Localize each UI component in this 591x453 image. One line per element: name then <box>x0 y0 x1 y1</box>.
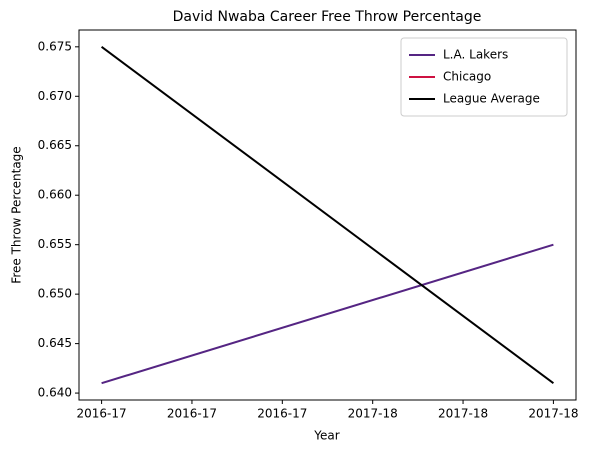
legend-box <box>400 37 568 117</box>
y-tick-label: 0.670 <box>38 89 72 103</box>
legend-label: L.A. Lakers <box>443 48 508 62</box>
y-tick-label: 0.645 <box>38 336 72 350</box>
plot-frame <box>78 29 577 401</box>
y-tick-label: 0.675 <box>38 39 72 53</box>
series-line <box>100 46 555 384</box>
x-tick-label: 2017-18 <box>528 407 578 421</box>
y-axis-label: Free Throw Percentage <box>10 146 24 283</box>
y-tick-label: 0.655 <box>38 237 72 251</box>
y-tick-label: 0.640 <box>38 386 72 400</box>
x-tick-label: 2016-17 <box>257 407 307 421</box>
legend-label: League Average <box>443 92 540 106</box>
y-tick-label: 0.660 <box>38 188 72 202</box>
series-line <box>101 243 554 385</box>
x-tick-label: 2017-18 <box>438 407 488 421</box>
y-tick-label: 0.650 <box>38 287 72 301</box>
x-tick-label: 2017-18 <box>348 407 398 421</box>
legend-label: Chicago <box>443 70 491 84</box>
x-tick-label: 2016-17 <box>77 407 127 421</box>
y-tick-label: 0.665 <box>38 138 72 152</box>
x-axis-label: Year <box>313 429 339 443</box>
x-tick-label: 2016-17 <box>167 407 217 421</box>
chart-title: David Nwaba Career Free Throw Percentage <box>173 9 482 25</box>
